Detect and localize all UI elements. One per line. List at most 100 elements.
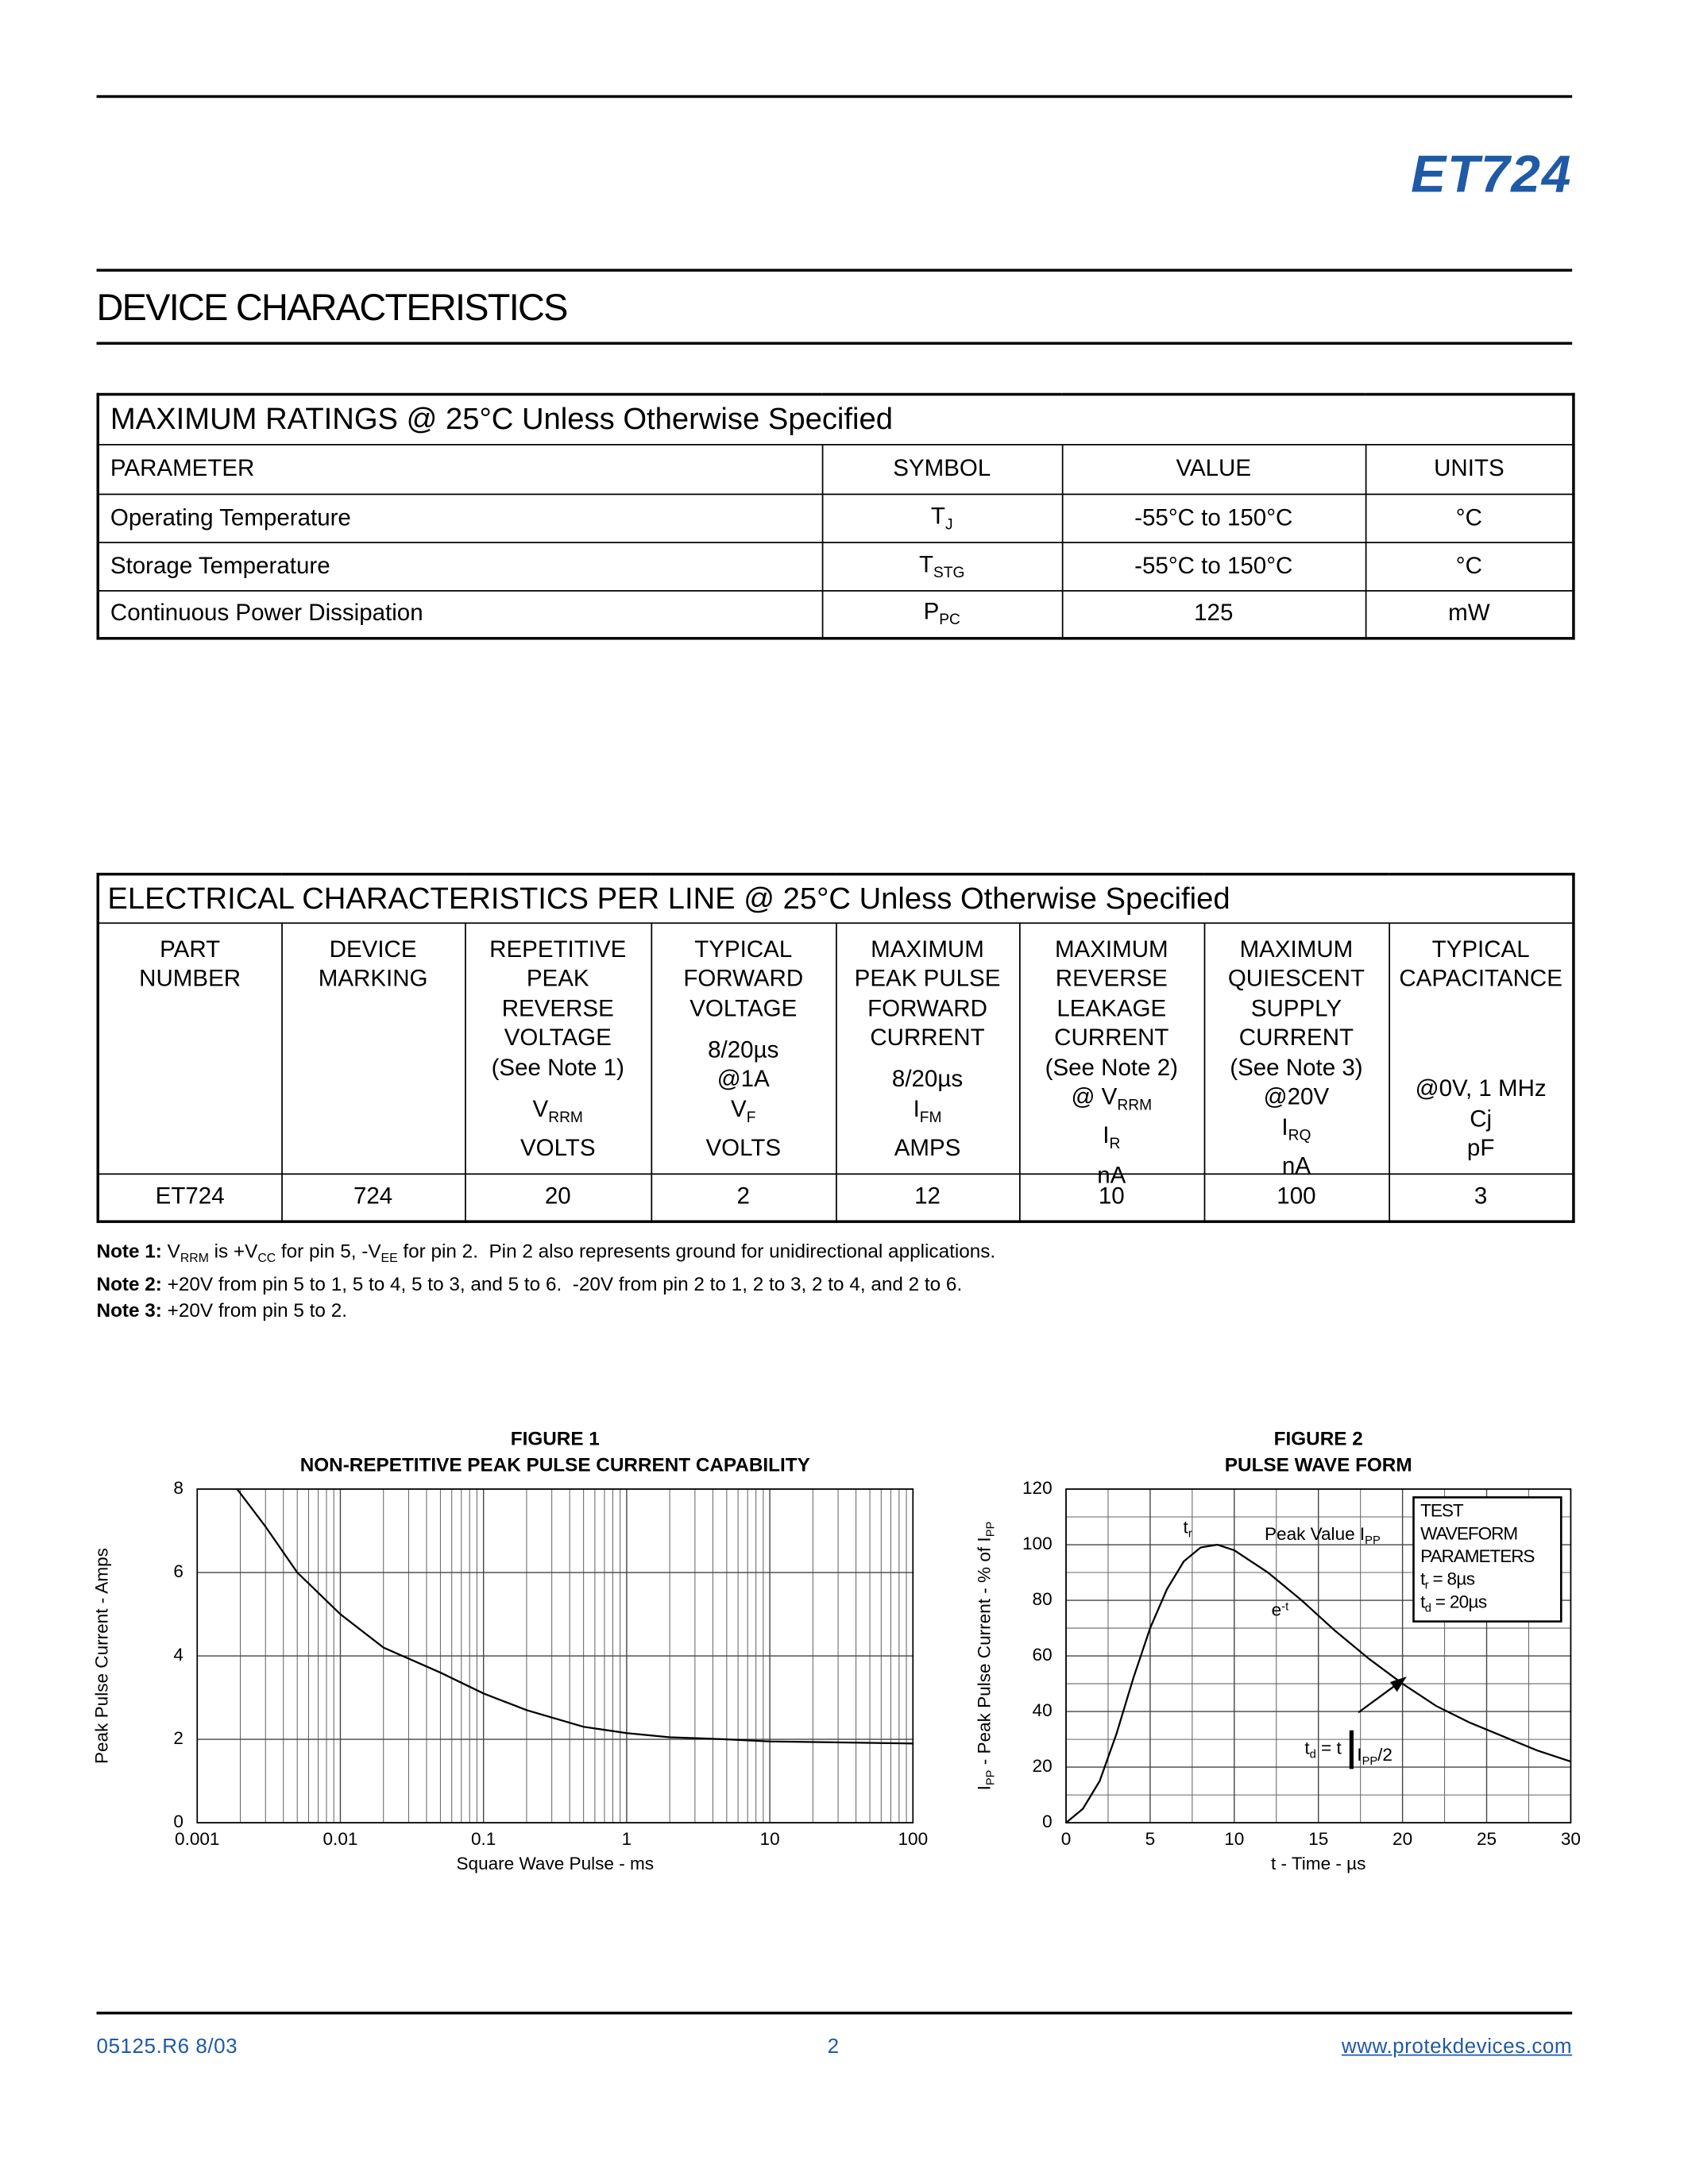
text-part: @ V (1071, 1083, 1118, 1110)
header-line: CURRENT (1238, 1024, 1354, 1051)
header-line: DEVICE (329, 935, 417, 962)
footer-url[interactable]: www.protekdevices.com (1341, 2035, 1573, 2059)
annotation: td = t (1304, 1738, 1342, 1761)
header-line: MAXIMUM (1054, 935, 1168, 962)
title-row: ELECTRICAL CHARACTERISTICS PER LINE @ 25… (97, 873, 1574, 924)
y-tick-label: 20 (1033, 1756, 1053, 1776)
header-line: QUIESCENT (1227, 965, 1365, 992)
text-part: PP (1365, 1534, 1381, 1547)
cell: 20 (464, 1172, 652, 1223)
header-cell: SYMBOL (821, 443, 1063, 495)
header-units: @0V, 1 MHz Cj pF (1389, 1074, 1572, 1163)
rule (96, 95, 1573, 98)
header-line: PEAK (526, 965, 589, 992)
x-tick-label: 1 (622, 1829, 632, 1849)
x-tick-label: 10 (760, 1829, 780, 1849)
header-stack: MAXIMUM QUIESCENT SUPPLY CURRENT (See Note 3… (1204, 923, 1388, 1179)
header-line: IFM (836, 1094, 1018, 1133)
x-axis-label: t - Time - µs (1271, 1854, 1365, 1873)
header-line: 8/20µs (891, 1066, 964, 1093)
header-line: @1A (717, 1066, 770, 1093)
annotation: e-t (1272, 1600, 1289, 1620)
header-line: MAXIMUM (1239, 935, 1354, 962)
cell: ET724 (97, 1172, 283, 1223)
text-part: t (1304, 1738, 1310, 1758)
table-title: MAXIMUM RATINGS @ 25°C Unless Otherwise … (97, 393, 1574, 445)
data-line (236, 1488, 914, 1745)
note-label: Note 2: (96, 1272, 162, 1295)
header-line: FORWARD (683, 965, 804, 992)
chart-title: FIGURE 2 (1274, 1428, 1363, 1449)
header-line: CURRENT (1054, 1024, 1169, 1051)
header-units: VRRM VOLTS (465, 1094, 651, 1163)
cell: 3 (1388, 1172, 1574, 1223)
header-name: REPETITIVE PEAK REVERSE VOLTAGE (See Note 1) (465, 934, 651, 1082)
title-row: MAXIMUM RATINGS @ 25°C Unless Otherwise … (97, 393, 1574, 445)
text-part: RQ (1288, 1127, 1311, 1144)
header-row: PARAMETER SYMBOL VALUE UNITS (97, 443, 1574, 495)
header-cell: UNITS (1364, 443, 1574, 495)
y-tick-label: 2 (173, 1728, 183, 1748)
text-part: I (1281, 1113, 1288, 1140)
y-axis-label: IPP - Peak Pulse Current - % of IPP (975, 1522, 997, 1791)
text-part: t (1184, 1518, 1189, 1538)
header-line: SUPPLY (1250, 994, 1342, 1021)
note-text: +20V from pin 5 to 2. (162, 1299, 347, 1322)
header-line: @ VRRM (1020, 1082, 1203, 1121)
x-tick-label: 5 (1145, 1829, 1156, 1849)
header-line: (See Note 2) (1045, 1054, 1178, 1081)
text-part: r (1425, 1579, 1429, 1592)
text-part: -t (1281, 1601, 1288, 1614)
x-tick-label: 100 (898, 1829, 928, 1849)
legend-title: PARAMETERS (1420, 1546, 1534, 1566)
table-title: ELECTRICAL CHARACTERISTICS PER LINE @ 25… (97, 873, 1574, 924)
y-tick-label: 6 (173, 1561, 183, 1581)
y-tick-label: 40 (1033, 1700, 1053, 1720)
header-stack: MAXIMUM REVERSE LEAKAGE CURRENT (See Note 2)… (1020, 923, 1203, 1188)
text-part: RRM (180, 1250, 209, 1265)
header-line: PEAK PULSE (854, 965, 1001, 992)
chart-subtitle: NON-REPETITIVE PEAK PULSE CURRENT CAPABI… (300, 1454, 810, 1476)
legend-box (1412, 1496, 1562, 1623)
cell: Storage Temperature (97, 541, 823, 591)
header-line: VOLTS (705, 1134, 782, 1161)
header-line: 8/20µs (708, 1036, 779, 1063)
note: Note 2: +20V from pin 5 to 1, 5 to 4, 5 … (97, 1271, 996, 1298)
header-line: REPETITIVE (489, 935, 627, 962)
x-tick-label: 10 (1224, 1829, 1244, 1849)
header-name: MAXIMUM QUIESCENT SUPPLY CURRENT (See Note 3… (1204, 934, 1388, 1082)
x-tick-label: 0 (1061, 1829, 1072, 1849)
chart-title: FIGURE 1 (511, 1428, 600, 1449)
electrical-table: ELECTRICAL CHARACTERISTICS PER LINE @ 25… (96, 872, 1575, 1223)
header-stack: DEVICE MARKING (282, 923, 464, 1163)
header-line: FORWARD (867, 994, 987, 1021)
text-part: I (913, 1095, 920, 1122)
text-part: is +V (208, 1239, 258, 1262)
data-line (1065, 1543, 1571, 1823)
notes: Note 1: VRRM is +VCC for pin 5, -VEE for… (97, 1238, 996, 1324)
arrow-head (1389, 1677, 1407, 1692)
product-title: ET724 (1411, 146, 1573, 204)
header-cell: TYPICAL CAPACITANCE @0V, 1 MHz Cj pF (1388, 921, 1574, 1175)
cell: 10 (1018, 1172, 1205, 1223)
text-part: I (1357, 1745, 1362, 1765)
header-line: Cj (1470, 1105, 1493, 1132)
text-part: I (975, 1785, 995, 1790)
text-part: J (944, 516, 953, 533)
header-line: IRQ (1204, 1112, 1388, 1151)
text-part: d (1310, 1748, 1316, 1761)
cell: °C (1364, 492, 1574, 543)
text-part: PP (1362, 1754, 1378, 1767)
text-part: CC (257, 1250, 276, 1265)
rule (96, 341, 1573, 345)
text-part: - Peak Pulse Current - % of I (975, 1537, 995, 1769)
header-line: VOLTAGE (504, 1024, 612, 1051)
legend-title: WAVEFORM (1420, 1523, 1517, 1543)
x-tick-label: 0.01 (323, 1829, 358, 1849)
header-line: REVERSE (501, 994, 614, 1021)
header-stack: TYPICAL FORWARD VOLTAGE 8/20µs @1A VF VOLTS (651, 923, 835, 1163)
y-tick-label: 100 (1022, 1534, 1053, 1553)
header-cell: MAXIMUM REVERSE LEAKAGE CURRENT (See Note 2)… (1018, 921, 1205, 1188)
text-part: I (1103, 1122, 1110, 1149)
